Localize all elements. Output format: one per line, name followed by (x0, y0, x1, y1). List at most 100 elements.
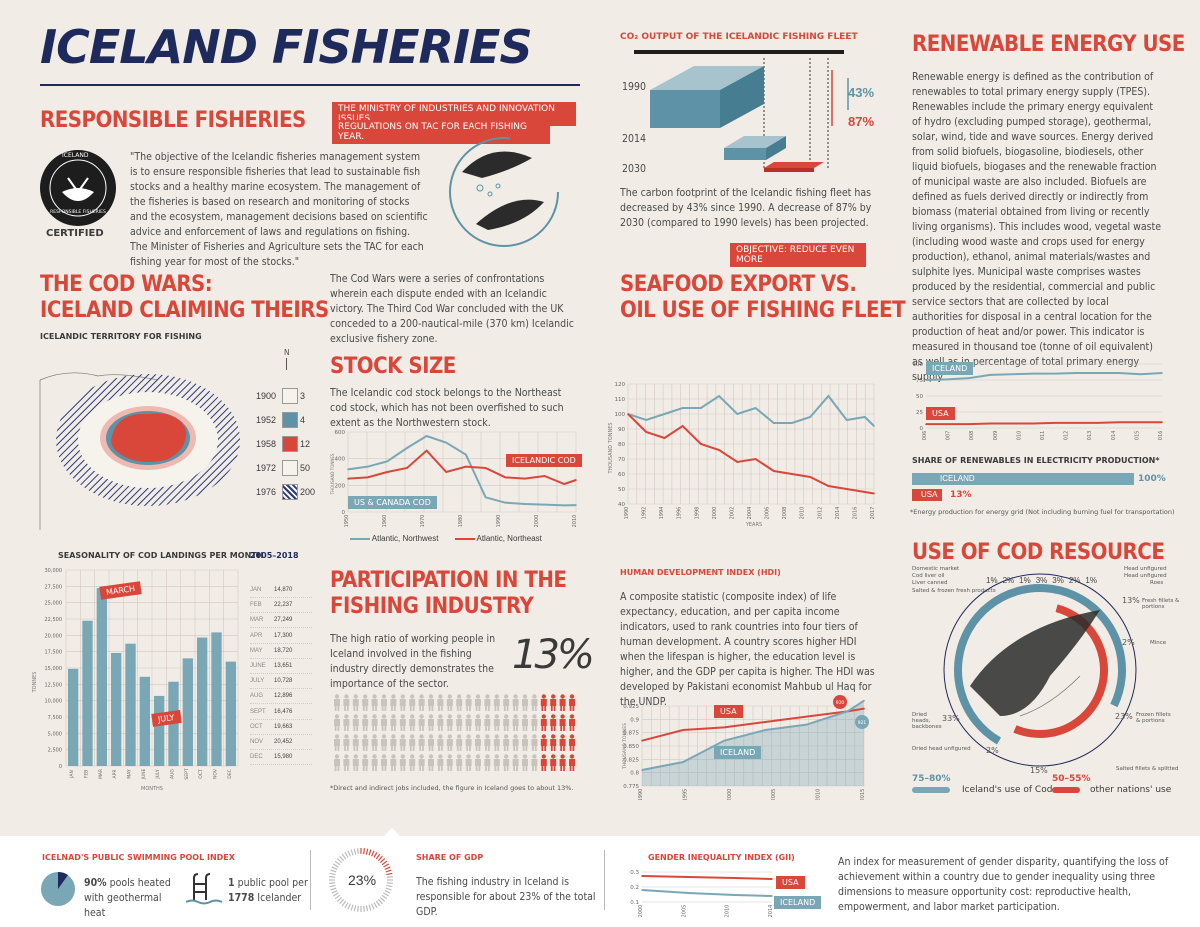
cod-fish-illustration (970, 610, 1100, 716)
person-head (541, 734, 546, 739)
co2-chart (634, 50, 849, 172)
person-body (362, 719, 369, 726)
person-icon (362, 714, 369, 731)
person-icon (371, 754, 378, 771)
person-leg (550, 766, 553, 771)
person-head (400, 714, 405, 719)
person-body (503, 699, 510, 706)
bar-mar (96, 587, 107, 766)
person-body (409, 739, 416, 746)
x-tick: 2004 (747, 507, 753, 520)
cod-left-label-2: Liver canned (912, 580, 948, 586)
gdp-tick (385, 869, 392, 873)
person-head (344, 754, 349, 759)
x-tick: FEB (84, 770, 90, 779)
data-point (1053, 422, 1056, 424)
x-tick: 2009 (993, 431, 999, 440)
data-point (366, 476, 369, 479)
data-point (771, 878, 773, 880)
person-body (343, 699, 350, 706)
gii-iceland-label: ICELAND (774, 896, 822, 909)
gdp-tick (375, 900, 381, 907)
person-leg (393, 746, 396, 751)
gdp-tick (329, 882, 336, 884)
person-leg (384, 726, 387, 731)
person-body (399, 759, 406, 766)
person-head (569, 734, 575, 739)
share-usa-bar (912, 489, 942, 501)
person-body (569, 759, 575, 766)
person-icon (437, 734, 444, 751)
person-leg (534, 766, 537, 771)
fish-cycle-illustration (449, 137, 559, 247)
data-point (1096, 372, 1099, 374)
person-body (522, 759, 528, 766)
person-body (493, 739, 500, 746)
data-point (805, 723, 808, 726)
month-value: 15,980 (274, 754, 293, 761)
y-tick: 17,500 (45, 650, 63, 656)
person-body (362, 699, 369, 706)
x-tick: DEC (227, 769, 233, 778)
y-tick: 2,500 (48, 748, 62, 754)
person-leg (384, 766, 387, 771)
gdp-tick (384, 890, 391, 894)
person-leg (365, 766, 368, 771)
person-leg (412, 766, 415, 771)
person-leg (381, 726, 384, 731)
gdp-tick (339, 898, 345, 905)
series-line-usa (641, 875, 773, 880)
legend-year: 1976 (256, 487, 277, 497)
data-point (754, 407, 757, 409)
person-leg (553, 706, 556, 711)
person-head (541, 694, 546, 699)
data-point (627, 413, 629, 415)
bar-may (125, 643, 136, 766)
co2-objective: OBJECTIVE: REDUCE EVEN MORE (730, 243, 866, 267)
x-tick: 1980 (458, 515, 464, 528)
x-tick: AUG (170, 769, 176, 779)
person-leg (513, 746, 516, 751)
legend-year: 1972 (256, 463, 277, 473)
y-tick: 120 (615, 382, 626, 388)
y-tick: 100 (913, 362, 924, 368)
person-body (569, 739, 575, 746)
person-leg (365, 706, 368, 711)
data-point (347, 477, 349, 480)
cod-other-swatch (1052, 787, 1080, 793)
person-body (540, 759, 547, 766)
data-point (563, 504, 566, 507)
x-tick: 1992 (642, 507, 648, 520)
person-icon (456, 714, 463, 731)
person-leg (513, 766, 516, 771)
person-body (334, 699, 340, 706)
person-head (438, 734, 443, 739)
gdp-tick (353, 848, 357, 855)
person-head (504, 714, 509, 719)
cod-left-label-3: Salted & frozen fresh products (912, 588, 996, 594)
data-point (809, 476, 812, 478)
person-icon (484, 754, 491, 771)
person-body (465, 739, 472, 746)
y-tick: 0.2 (630, 885, 639, 891)
person-icon (475, 754, 481, 771)
certified-text: CERTIFIED (46, 228, 104, 239)
person-leg (431, 766, 434, 771)
x-tick: 2016 (852, 507, 858, 520)
person-leg (469, 746, 471, 751)
co2-1990-side (720, 66, 764, 128)
month-name: JUNE (250, 663, 266, 669)
person-leg (440, 766, 443, 771)
participation-heading-2: FISHING INDUSTRY (330, 594, 534, 619)
iceland-landmass (111, 413, 187, 462)
data-point (1139, 421, 1142, 424)
pool-num: 1778 (228, 892, 255, 904)
data-point (484, 467, 487, 469)
person-body (531, 699, 538, 706)
person-icon (399, 754, 406, 771)
gdp-tick (371, 850, 375, 857)
person-leg (506, 766, 509, 771)
cod-top-pct: 1% (1085, 576, 1097, 585)
person-leg (550, 706, 553, 711)
